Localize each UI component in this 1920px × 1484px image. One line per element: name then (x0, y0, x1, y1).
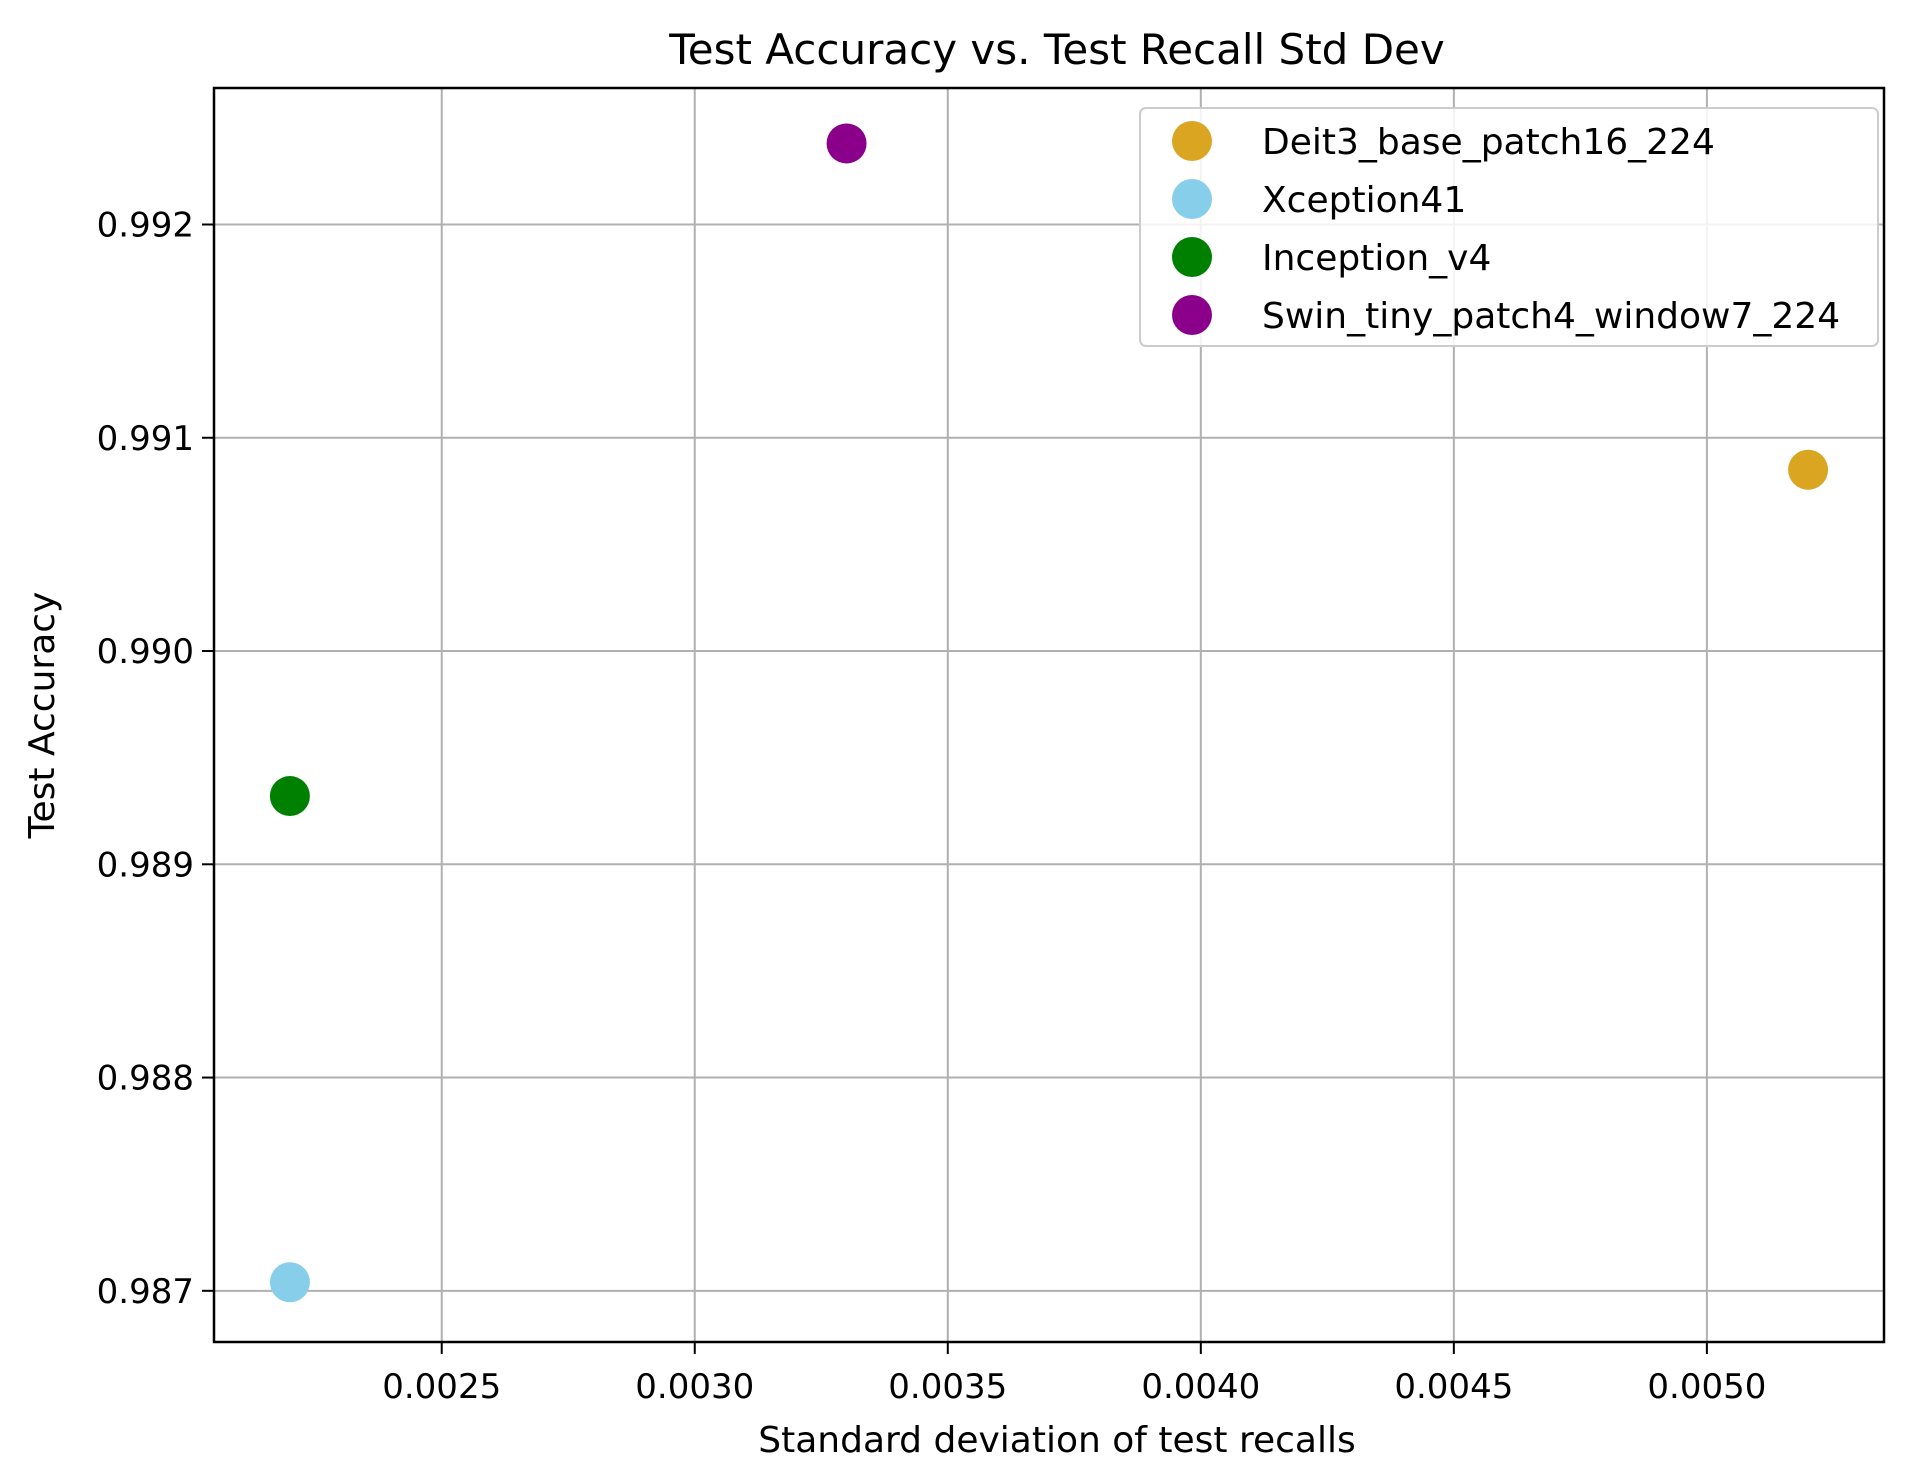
legend-label: Xception41 (1262, 180, 1466, 221)
legend-marker (1172, 295, 1212, 335)
x-tick-label: 0.0030 (635, 1367, 754, 1407)
x-tick-label: 0.0035 (888, 1367, 1007, 1407)
x-tick-label: 0.0040 (1141, 1367, 1260, 1407)
data-points (269, 123, 1829, 1303)
x-axis-label: Standard deviation of test recalls (758, 1420, 1355, 1461)
data-point (269, 1262, 310, 1303)
legend-entries: Deit3_base_patch16_224 Xception41 Inceptio… (1172, 121, 1840, 337)
grid (214, 88, 1884, 1342)
y-tick-label: 0.988 (97, 1059, 194, 1099)
legend-label: Deit3_base_patch16_224 (1262, 122, 1715, 163)
y-tick-label: 0.991 (97, 419, 194, 459)
axis-ticks: 0.0025 0.0030 0.0035 0.0040 0.0045 0.0050 0.98… (97, 205, 1767, 1407)
y-tick-label: 0.992 (97, 205, 194, 245)
y-tick-label: 0.990 (97, 632, 194, 672)
legend: Deit3_base_patch16_224 Xception41 Inceptio… (1139, 107, 1879, 347)
legend-label: Inception_v4 (1262, 238, 1491, 279)
plot-area (212, 86, 1886, 1344)
x-tick-label: 0.0025 (382, 1367, 501, 1407)
y-tick-label: 0.989 (97, 845, 194, 885)
data-point (1788, 449, 1829, 490)
legend-marker (1172, 237, 1212, 277)
legend-box (1139, 107, 1879, 347)
legend-label: Swin_tiny_patch4_window7_224 (1262, 296, 1840, 337)
legend-marker (1172, 121, 1212, 161)
legend-marker (1172, 179, 1212, 219)
chart-title: Test Accuracy vs. Test Recall Std Dev (668, 25, 1444, 74)
y-axis-label: Test Accuracy (22, 592, 63, 840)
data-point (269, 776, 310, 817)
x-tick-label: 0.0045 (1394, 1367, 1513, 1407)
data-point (826, 123, 867, 164)
y-tick-label: 0.987 (97, 1272, 194, 1312)
x-tick-label: 0.0050 (1647, 1367, 1766, 1407)
